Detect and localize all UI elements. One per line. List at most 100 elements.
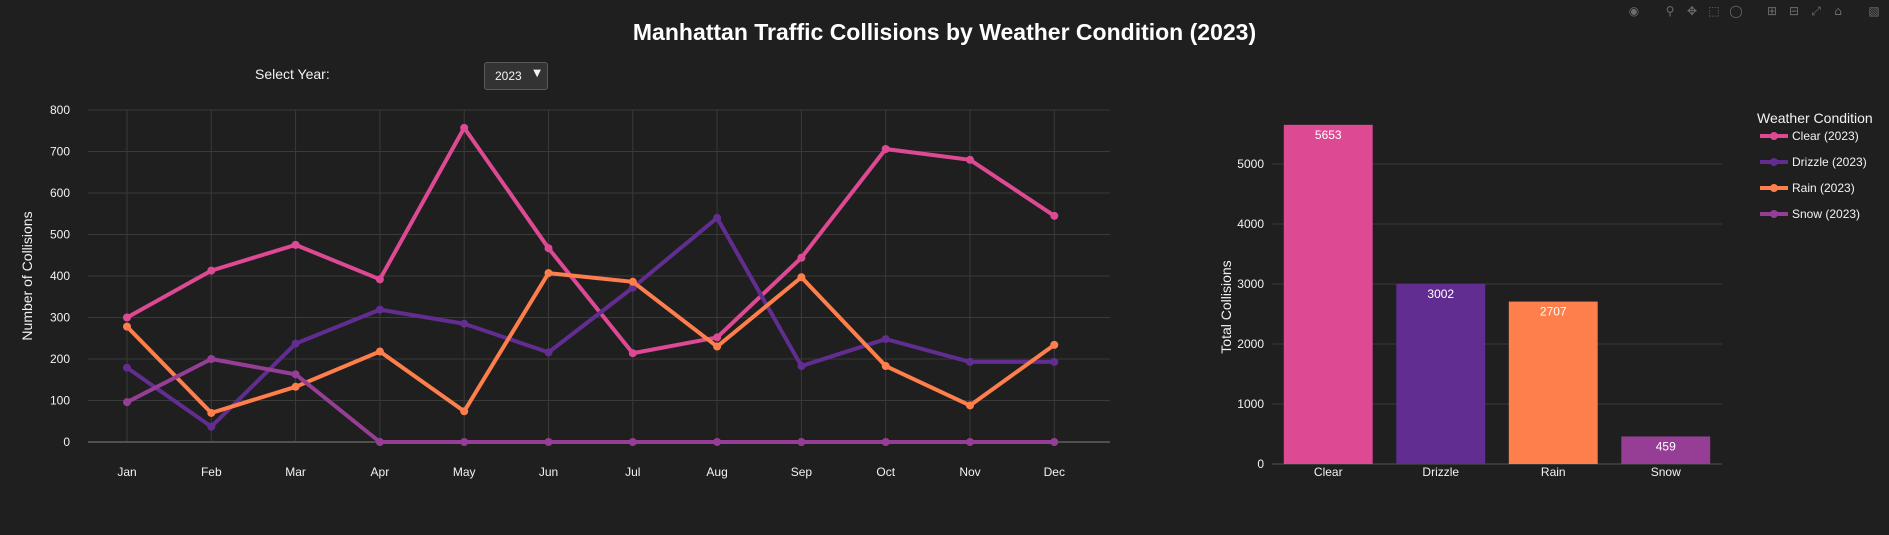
data-point-rain — [460, 407, 469, 416]
data-point-clear — [544, 244, 553, 253]
data-point-rain — [966, 401, 974, 410]
data-point-drizzle — [1050, 357, 1059, 366]
data-point-clear — [628, 349, 637, 358]
data-point-snow — [291, 370, 300, 379]
legend-marker-snow — [1770, 210, 1778, 218]
series-line-rain — [125, 271, 1056, 415]
data-point-clear — [966, 155, 974, 164]
x-tick-label: Rain — [1541, 465, 1566, 479]
data-point-rain — [291, 382, 300, 391]
data-point-clear — [123, 313, 131, 322]
data-point-drizzle — [713, 213, 722, 222]
data-point-clear — [375, 275, 384, 284]
y-tick-label: 200 — [50, 352, 70, 366]
chart-title: Manhattan Traffic Collisions by Weather … — [632, 19, 1257, 45]
data-point-snow — [628, 438, 637, 446]
y-tick-label: 5000 — [1237, 157, 1264, 171]
bar-rain — [1508, 301, 1598, 464]
x-tick-label: Snow — [1651, 465, 1681, 479]
data-point-drizzle — [966, 357, 974, 366]
x-tick-label: Aug — [706, 465, 727, 479]
dropdown-arrow-icon: ▼ — [533, 68, 541, 79]
x-tick-label: Nov — [959, 465, 980, 479]
year-select-label: Select Year: — [255, 66, 330, 82]
data-point-snow — [881, 438, 890, 446]
data-point-drizzle — [460, 319, 469, 328]
data-point-rain — [628, 277, 637, 286]
y-tick-label: 0 — [63, 435, 70, 449]
legend-marker-clear — [1770, 132, 1778, 140]
y-tick-label: 700 — [50, 145, 70, 159]
legend: Weather Condition Clear (2023) Drizzle (20… — [1757, 110, 1873, 221]
x-tick-label: Drizzle — [1422, 465, 1459, 479]
y-tick-label: 100 — [50, 394, 70, 408]
bar-value-label: 3002 — [1427, 287, 1454, 301]
year-dropdown[interactable]: 2023 ▼ — [484, 62, 548, 90]
data-point-clear — [881, 145, 890, 154]
x-tick-label: Clear — [1314, 465, 1343, 479]
series-line-clear — [126, 125, 1056, 356]
y-tick-label: 600 — [50, 186, 70, 200]
data-point-drizzle — [375, 305, 384, 314]
data-point-snow — [460, 438, 469, 446]
legend-label-drizzle: Drizzle (2023) — [1792, 155, 1867, 169]
bar-drizzle — [1396, 283, 1486, 464]
bar-snow — [1621, 436, 1711, 464]
data-point-snow — [713, 438, 722, 446]
data-point-rain — [881, 362, 890, 371]
legend-label-clear: Clear (2023) — [1792, 129, 1859, 143]
reset-axes-icon[interactable]: ⌂ — [1834, 4, 1842, 18]
x-tick-label: May — [453, 465, 476, 479]
camera-icon[interactable]: ◉ — [1628, 4, 1640, 18]
x-tick-label: Jul — [625, 465, 640, 479]
plotly-logo-icon[interactable]: ▧ — [1868, 4, 1880, 18]
x-tick-label: Jan — [117, 465, 136, 479]
data-point-drizzle — [881, 335, 890, 344]
data-point-clear — [291, 240, 300, 249]
data-point-drizzle — [544, 348, 553, 357]
data-point-rain — [123, 322, 131, 331]
data-point-rain — [1050, 340, 1059, 349]
data-point-rain — [544, 269, 553, 278]
y-tick-label: 4000 — [1237, 217, 1264, 231]
line-chart: 0 100 200 300 400 500 600 700 800 Jan Feb Mar Apr May… — [19, 103, 1110, 479]
data-point-snow — [207, 355, 216, 363]
zoom-in-icon[interactable]: ⊞ — [1766, 4, 1778, 18]
autoscale-icon[interactable]: ⤢ — [1811, 3, 1821, 18]
data-point-rain — [713, 342, 722, 351]
data-point-drizzle — [291, 339, 300, 348]
y-tick-label: 400 — [50, 269, 70, 283]
zoom-out-icon[interactable]: ⊟ — [1788, 4, 1800, 18]
legend-label-snow: Snow (2023) — [1792, 207, 1860, 221]
y-tick-label: 800 — [50, 103, 70, 117]
data-point-drizzle — [123, 363, 131, 372]
bar-value-label: 459 — [1656, 439, 1676, 453]
data-point-snow — [123, 398, 131, 407]
pan-icon[interactable]: ✥ — [1686, 4, 1698, 18]
bar-clear — [1283, 124, 1373, 464]
x-tick-label: Mar — [285, 465, 306, 479]
bar-value-label: 2707 — [1540, 305, 1567, 319]
x-tick-label: Apr — [371, 465, 390, 479]
x-tick-label: Oct — [876, 465, 895, 479]
data-point-snow — [797, 438, 806, 446]
data-point-clear — [797, 253, 806, 262]
zoom-icon[interactable]: ⚲ — [1665, 4, 1675, 18]
data-point-rain — [207, 408, 216, 417]
data-point-clear — [1050, 211, 1059, 220]
y-tick-label: 0 — [1257, 457, 1264, 471]
series-line-snow — [126, 357, 1055, 444]
x-tick-label: Dec — [1044, 465, 1065, 479]
bar-chart: 0 1000 2000 3000 4000 5000 Total Collisions 565… — [1218, 124, 1722, 479]
y-tick-label: 3000 — [1237, 277, 1264, 291]
legend-marker-drizzle — [1770, 158, 1778, 166]
x-tick-label: Sep — [791, 465, 813, 479]
legend-marker-rain — [1770, 184, 1778, 192]
modebar: ◉ ⚲ ✥ ⬚ ◯ ⊞ ⊟ ⤢ ⌂ ▧ — [1625, 2, 1883, 20]
data-point-clear — [460, 123, 469, 132]
x-tick-label: Jun — [539, 465, 558, 479]
lasso-icon[interactable]: ◯ — [1729, 4, 1743, 18]
box-select-icon[interactable]: ⬚ — [1708, 4, 1720, 18]
data-point-snow — [544, 438, 553, 446]
